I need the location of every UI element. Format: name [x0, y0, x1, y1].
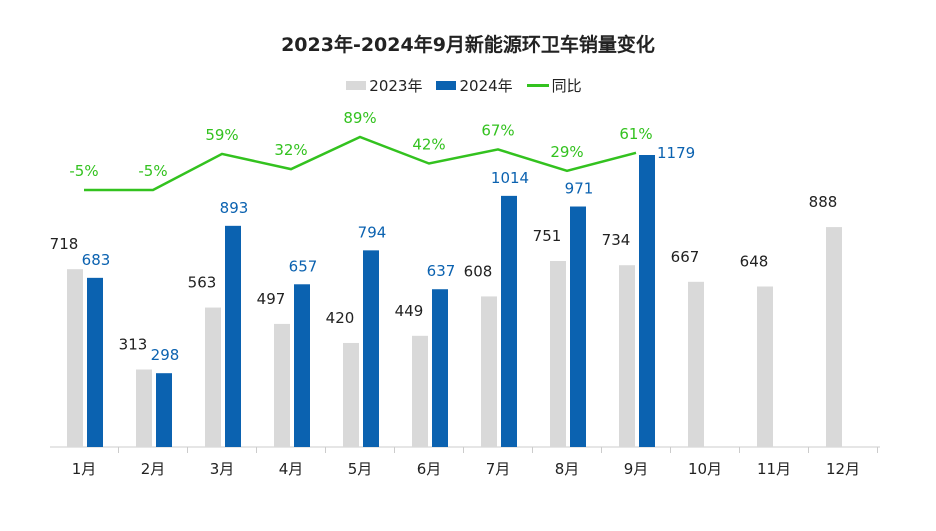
bar-2024: [156, 373, 172, 447]
data-label-yoy: -5%: [138, 162, 167, 180]
bar-2023: [67, 269, 83, 447]
bar-2024: [294, 284, 310, 447]
bar-2023: [205, 307, 221, 447]
data-label-2023: 718: [50, 235, 79, 253]
legend-swatch-yoy: [526, 84, 549, 87]
bar-2023: [136, 369, 152, 447]
data-label-2023: 563: [188, 274, 217, 292]
chart-title: 2023年-2024年9月新能源环卫车销量变化: [281, 34, 655, 56]
x-tick-label: 9月: [624, 460, 649, 478]
data-label-yoy: 67%: [481, 121, 514, 139]
bar-2023: [826, 227, 842, 447]
data-label-2023: 751: [533, 227, 562, 245]
data-label-2023: 449: [395, 302, 424, 320]
data-label-2024: 893: [220, 199, 249, 217]
data-label-2023: 648: [740, 253, 769, 271]
bar-2023: [619, 265, 635, 447]
bar-2024: [501, 195, 517, 447]
data-label-2023: 734: [602, 231, 631, 249]
bar-2023: [343, 342, 359, 447]
legend-item-yoy: 同比: [526, 75, 582, 96]
bar-2024: [225, 225, 241, 447]
bar-2024: [87, 277, 103, 447]
bar-2023: [757, 286, 773, 447]
bar-2023: [412, 335, 428, 447]
bar-2024: [570, 206, 586, 447]
data-label-2023: 888: [809, 193, 838, 211]
bar-2023: [274, 323, 290, 447]
data-label-2023: 667: [671, 248, 700, 266]
bar-2023: [550, 261, 566, 447]
x-tick-label: 12月: [826, 460, 860, 478]
legend-item-2023: 2023年: [346, 75, 422, 96]
bar-2024: [432, 289, 448, 447]
x-tick-label: 8月: [555, 460, 580, 478]
data-label-2023: 608: [464, 262, 493, 280]
legend: 2023年 2024年 同比: [0, 75, 936, 96]
bar-2023: [688, 281, 704, 447]
bar-2024: [363, 250, 379, 447]
data-label-2023: 313: [119, 335, 148, 353]
data-label-yoy: 29%: [550, 143, 583, 161]
bar-2023: [481, 296, 497, 447]
legend-label-yoy: 同比: [551, 77, 582, 95]
data-label-yoy: 59%: [205, 126, 238, 144]
data-label-yoy: 32%: [274, 141, 307, 159]
data-label-yoy: 61%: [619, 125, 652, 143]
data-label-2024: 298: [151, 346, 180, 364]
data-label-2024: 637: [427, 262, 456, 280]
data-label-yoy: 42%: [412, 136, 445, 154]
data-label-2024: 1014: [491, 169, 529, 187]
x-tick-label: 4月: [279, 460, 304, 478]
legend-label-2023: 2023年: [369, 77, 423, 95]
x-tick-label: 6月: [417, 460, 442, 478]
data-label-yoy: -5%: [69, 162, 98, 180]
legend-swatch-2024: [436, 81, 457, 90]
legend-item-2024: 2024年: [436, 75, 513, 96]
data-label-yoy: 89%: [343, 109, 376, 127]
data-label-2024: 683: [82, 251, 111, 269]
legend-label-2024: 2024年: [459, 77, 513, 95]
x-tick-label: 7月: [486, 460, 511, 478]
data-label-2024: 1179: [657, 144, 695, 162]
yoy-line: [84, 135, 637, 192]
bar-2024: [639, 155, 655, 447]
x-tick-label: 2月: [141, 460, 166, 478]
x-tick-label: 10月: [688, 460, 722, 478]
x-tick-label: 11月: [757, 460, 791, 478]
x-tick-label: 1月: [72, 460, 97, 478]
x-tick-label: 3月: [210, 460, 235, 478]
legend-swatch-2023: [346, 81, 367, 90]
data-label-2024: 971: [565, 180, 594, 198]
data-label-2023: 420: [326, 309, 355, 327]
data-label-2024: 657: [289, 257, 318, 275]
data-label-2024: 794: [358, 223, 387, 241]
data-label-2023: 497: [257, 290, 286, 308]
x-tick-label: 5月: [348, 460, 373, 478]
